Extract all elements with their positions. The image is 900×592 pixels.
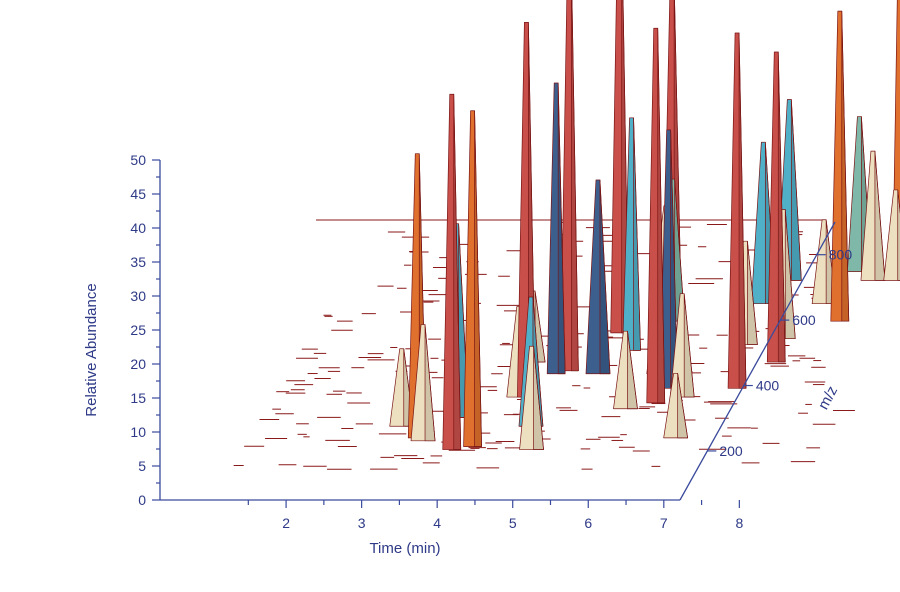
peak-shade <box>790 99 802 281</box>
z-ticks: 200 400 600 800 <box>707 247 852 459</box>
y-tick-label: 35 <box>130 254 146 270</box>
x-tick-label: 7 <box>660 515 668 531</box>
x-tick-label: 6 <box>584 515 592 531</box>
y-tick-label: 5 <box>138 458 146 474</box>
z-tick-label: 400 <box>756 378 780 394</box>
x-tick-label: 5 <box>509 515 517 531</box>
peak-shade <box>571 0 579 372</box>
peak-shade <box>557 82 566 375</box>
peak-shade <box>677 372 689 439</box>
y-tick-label: 50 <box>130 152 146 168</box>
y-tick-label: 25 <box>130 322 146 338</box>
z-tick-label: 800 <box>829 247 853 263</box>
x-tick-label: 8 <box>735 515 743 531</box>
y-tick-label: 30 <box>130 288 146 304</box>
peak-shade <box>633 117 641 351</box>
peak-shade <box>777 51 786 363</box>
x-axis-title: Time (min) <box>369 540 440 557</box>
peak-layer <box>389 0 900 450</box>
x-ticks: 2 3 4 5 6 7 8 <box>247 500 743 531</box>
x-tick-label: 3 <box>358 515 366 531</box>
peak-shade <box>897 189 900 281</box>
peak-mark <box>892 0 900 240</box>
y-tick-label: 15 <box>130 390 146 406</box>
z-tick-label: 600 <box>792 312 816 328</box>
z-tick-label: 200 <box>719 443 743 459</box>
peak-shade <box>874 150 886 281</box>
y-tick-label: 40 <box>130 220 146 236</box>
z-axis-line <box>679 221 836 501</box>
y-tick-label: 0 <box>138 492 146 508</box>
peak-shade <box>683 293 695 398</box>
y-tick-label: 10 <box>130 424 146 440</box>
peak-shade <box>841 10 850 322</box>
peak-shade <box>458 223 469 418</box>
peak-shade <box>738 32 747 389</box>
y-axis-title: Relative Abundance <box>83 283 100 416</box>
x-tick-label: 2 <box>282 515 290 531</box>
peak-shade <box>474 110 482 448</box>
y-tick-label: 20 <box>130 356 146 372</box>
peak-shade <box>657 27 666 404</box>
y-ticks: 0 5 10 15 20 25 30 35 40 45 50 <box>130 152 160 508</box>
peak-shade <box>599 179 611 375</box>
peak-shade <box>424 324 436 442</box>
peak-shade <box>747 240 758 345</box>
peak-shade <box>627 330 638 410</box>
x-tick-label: 4 <box>433 515 441 531</box>
peak-shade <box>453 93 462 450</box>
y-tick-label: 45 <box>130 186 146 202</box>
z-axis-title: m/z <box>815 383 841 412</box>
peak-shade <box>533 345 544 450</box>
